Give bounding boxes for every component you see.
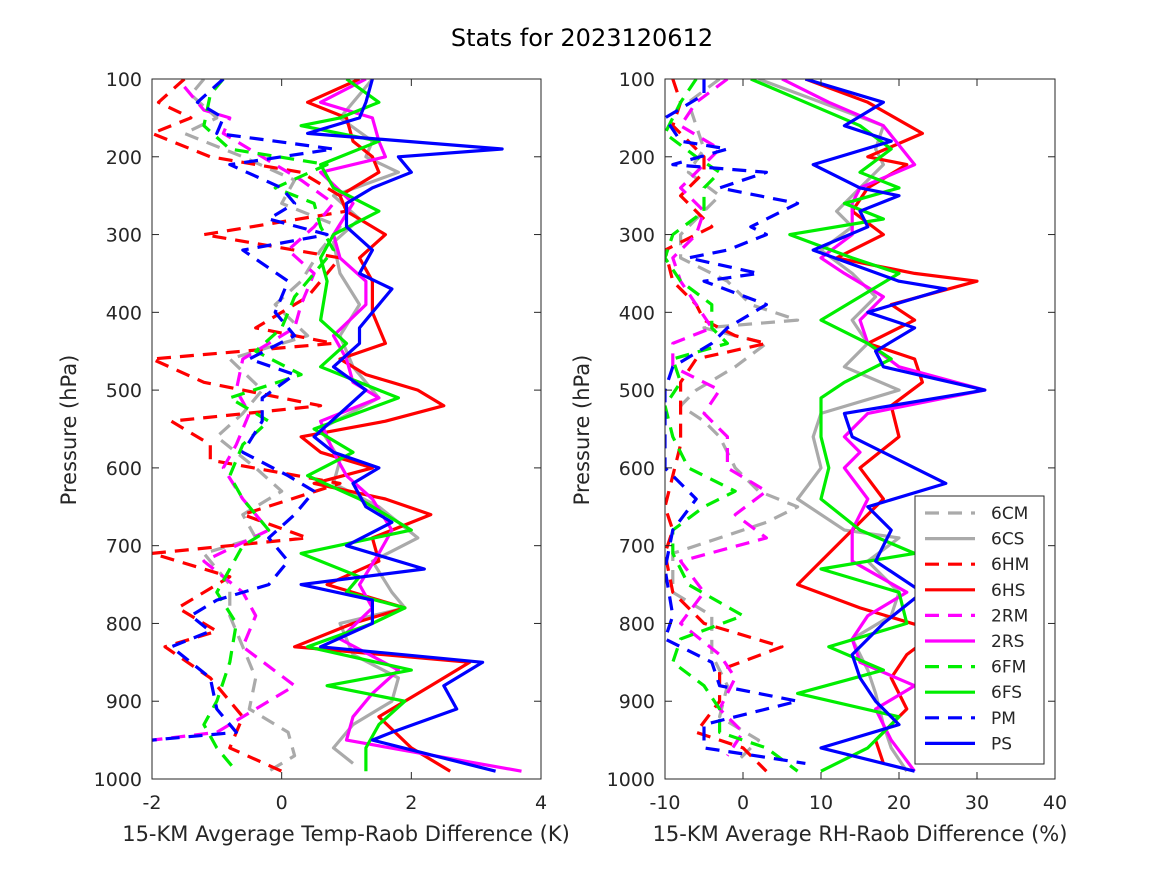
x-axis-label: 15-KM Avgerage Temp-Raob Difference (K) (122, 822, 570, 846)
rh-series-2rm (671, 79, 768, 757)
legend-label-ps: PS (991, 734, 1012, 754)
rh-series-ps (804, 79, 987, 773)
y-tick-label: 1000 (94, 769, 142, 791)
x-axis-label: 15-KM Average RH-Raob Difference (%) (653, 822, 1068, 846)
legend-label-6fs: 6FS (991, 683, 1022, 703)
rh-series-6fs (750, 79, 917, 773)
y-tick-label: 200 (619, 147, 655, 169)
legend-label-6cs: 6CS (991, 530, 1024, 550)
x-tick-label: 20 (887, 792, 911, 814)
temp-series-6fs (299, 79, 413, 772)
rh-series-6fm (665, 79, 799, 773)
x-tick-label: 2 (405, 792, 417, 814)
figure-title: Stats for 2023120612 (451, 24, 713, 52)
y-tick-label: 1000 (607, 769, 655, 791)
temp-series-6cm (182, 79, 342, 773)
legend-label-pm: PM (991, 709, 1016, 729)
temp-diff-panel: -2 0 2 4 100 200 300 400 500 600 700 800 900 1000 15-… (57, 69, 570, 846)
rh-series-2rs (781, 79, 987, 773)
legend-label-6fm: 6FM (991, 658, 1026, 678)
y-tick-label: 100 (619, 69, 655, 91)
y-tick-label: 600 (106, 458, 142, 480)
x-tick-label: 40 (1043, 792, 1067, 814)
rh-diff-panel: -10 0 10 20 30 40 100 200 300 400 500 600 700 800 900 1… (570, 69, 1067, 846)
y-tick-label: 300 (106, 225, 142, 247)
y-tick-label: 400 (106, 302, 142, 324)
y-tick-label: 800 (619, 613, 655, 635)
x-tick-label: 30 (965, 792, 989, 814)
x-tick-label: 10 (809, 792, 833, 814)
x-tick-label: -2 (143, 792, 162, 814)
y-tick-label: 100 (106, 69, 142, 91)
temp-series-pm (152, 79, 336, 742)
legend-label-6cm: 6CM (991, 504, 1028, 524)
axes-frame (664, 78, 1056, 780)
x-tick-label: 4 (535, 792, 547, 814)
x-tick-label: -10 (649, 792, 680, 814)
y-tick-label: 700 (619, 536, 655, 558)
legend: 6CM 6CS 6HM 6HS 2RM 2RS 6FM 6FS PM PS (914, 495, 1045, 765)
temp-series-2rm (152, 85, 336, 742)
y-tick-label: 700 (106, 536, 142, 558)
y-tick-label: 400 (619, 302, 655, 324)
legend-box (914, 495, 1045, 765)
x-tick-label: 0 (737, 792, 749, 814)
y-axis-label: Pressure (hPa) (57, 355, 81, 506)
legend-label-6hs: 6HS (991, 581, 1025, 601)
y-tick-label: 200 (106, 147, 142, 169)
axes-frame (151, 78, 542, 780)
y-tick-label: 500 (106, 380, 142, 402)
temp-series-6fm (202, 79, 336, 773)
y-tick-label: 900 (619, 691, 655, 713)
temp-diff-series-group (152, 79, 522, 773)
y-tick-label: 500 (619, 380, 655, 402)
y-tick-label: 600 (619, 458, 655, 480)
y-tick-label: 900 (106, 691, 142, 713)
legend-label-6hm: 6HM (991, 555, 1029, 575)
y-tick-label: 300 (619, 225, 655, 247)
y-tick-label: 800 (106, 613, 142, 635)
rh-series-pm (665, 79, 806, 765)
rh-diff-ticks: -10 0 10 20 30 40 100 200 300 400 500 600 700 800 900 1… (607, 69, 1067, 814)
y-axis-label: Pressure (hPa) (570, 355, 594, 506)
rh-series-6hm (665, 79, 784, 773)
temp-series-6hs (293, 79, 472, 773)
temp-series-ps (299, 79, 504, 773)
rh-diff-series-group (665, 79, 987, 773)
legend-label-2rs: 2RS (991, 632, 1024, 652)
x-tick-label: 0 (276, 792, 288, 814)
legend-label-2rm: 2RM (991, 606, 1028, 626)
temp-series-6hm (152, 79, 349, 773)
